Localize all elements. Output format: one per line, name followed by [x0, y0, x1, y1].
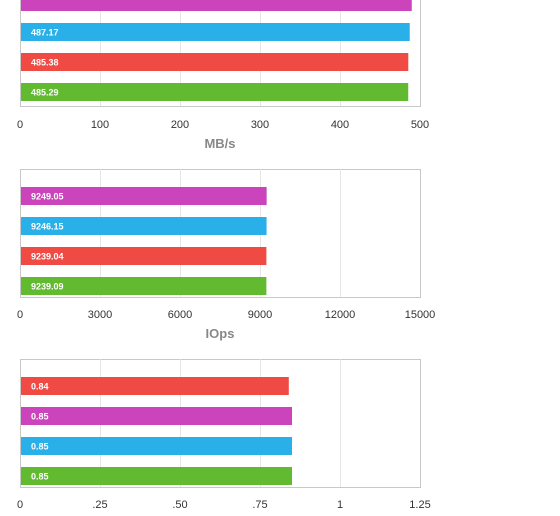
bar: [21, 217, 267, 235]
x-tick-label: 9000: [248, 309, 272, 321]
x-tick-label: 500: [411, 119, 429, 131]
x-axis-title: IOps: [206, 326, 235, 341]
x-tick-label: 3000: [88, 309, 112, 321]
x-tick-label: 0: [17, 119, 23, 131]
x-tick-label: 0: [17, 499, 23, 511]
bar: [21, 23, 410, 41]
x-tick-label: 15000: [405, 309, 436, 321]
x-tick-label: 6000: [168, 309, 192, 321]
bar: [21, 83, 409, 101]
bar-value-label: 9249.05: [31, 192, 64, 202]
x-tick-label: 100: [91, 119, 109, 131]
x-tick-label: 0: [17, 309, 23, 321]
bar: [21, 377, 289, 395]
x-tick-label: .75: [252, 499, 267, 511]
bar-value-label: 9239.09: [31, 282, 64, 292]
bar: [21, 187, 267, 205]
bar-value-label: 0.85: [31, 472, 49, 482]
bar-value-label: 485.29: [31, 88, 59, 98]
bar-value-label: 0.85: [31, 442, 49, 452]
x-tick-label: 1.25: [409, 499, 430, 511]
x-tick-label: 12000: [325, 309, 356, 321]
bar: [21, 0, 412, 11]
bar-value-label: 485.38: [31, 58, 59, 68]
x-tick-label: 200: [171, 119, 189, 131]
x-tick-label: .25: [92, 499, 107, 511]
bar: [21, 467, 292, 485]
bar-value-label: 0.84: [31, 382, 49, 392]
bar-value-label: 9246.15: [31, 222, 64, 232]
bar-value-label: 9239.04: [31, 252, 64, 262]
bar: [21, 247, 267, 265]
x-axis-title: MB/s: [204, 136, 235, 151]
bar: [21, 437, 292, 455]
bar-value-label: 487.17: [31, 28, 59, 38]
x-tick-label: 400: [331, 119, 349, 131]
x-tick-label: 1: [337, 499, 343, 511]
bar: [21, 53, 409, 71]
x-tick-label: .50: [172, 499, 187, 511]
chart-panel-2: 9249.05 9246.15 9239.04 9239.09 0 3000 6000 900…: [17, 169, 435, 341]
bar-value-label: 0.85: [31, 412, 49, 422]
chart-panel-3: 0.84 0.85 0.85 0.85 0 .25 .50 .75 1 1.25: [17, 359, 431, 511]
bar: [21, 277, 267, 295]
chart-panel-1: 487.17 485.38 485.29 0 100 200 300 400 500 MB/s: [17, 0, 429, 151]
x-tick-label: 300: [251, 119, 269, 131]
bar: [21, 407, 292, 425]
